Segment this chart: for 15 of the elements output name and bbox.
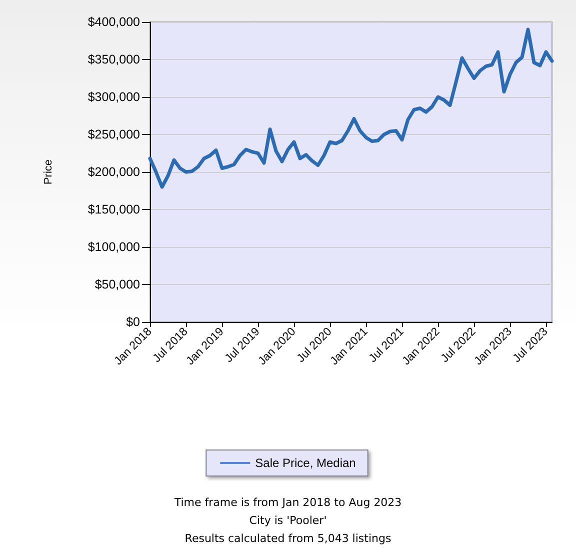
y-tick-label: $0 bbox=[126, 315, 140, 329]
line-series bbox=[148, 28, 554, 189]
y-tick-label: $150,000 bbox=[88, 202, 140, 216]
y-tick-label: $200,000 bbox=[88, 165, 140, 179]
y-axis-title: Price bbox=[42, 159, 54, 185]
y-tick-label: $300,000 bbox=[88, 90, 140, 104]
text: City is 'Pooler' bbox=[249, 514, 327, 527]
y-tick-label: $100,000 bbox=[88, 240, 140, 254]
text: Results calculated from 5,043 listings bbox=[184, 532, 392, 545]
y-tick-label: $350,000 bbox=[88, 52, 140, 66]
y-tick-label: $50,000 bbox=[94, 278, 140, 292]
y-tick-label: $400,000 bbox=[88, 15, 140, 29]
text: Sale Price, Median bbox=[255, 456, 356, 470]
y-tick-label: $250,000 bbox=[88, 128, 140, 142]
text: Time frame is from Jan 2018 to Aug 2023 bbox=[173, 496, 402, 509]
